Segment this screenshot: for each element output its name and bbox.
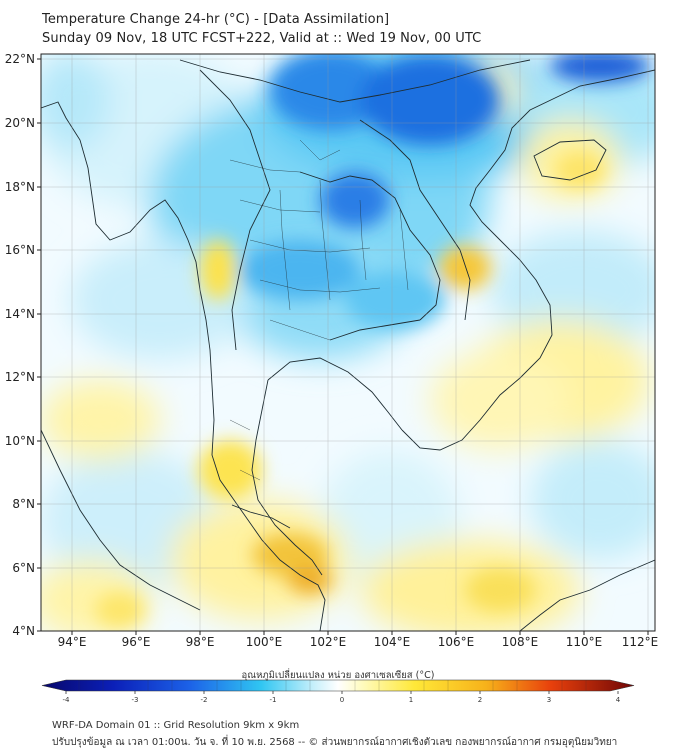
lat-label-6: 6°N: [12, 561, 35, 575]
border-malaysia: [231, 504, 291, 529]
map-frame: [40, 53, 656, 632]
footer-credit: ปรับปรุงข้อมูล ณ เวลา 01:00น. วัน จ. ที่…: [52, 737, 618, 748]
colorbar-title: อุณหภูมิเปลี่ยนแปลง หน่วย องศาเซลเซียส (…: [241, 670, 435, 681]
border-laos-vietnam: [359, 119, 471, 321]
border-china: [179, 59, 531, 103]
border-thailand-cambodia: [329, 319, 421, 341]
cb-tick-1: 1: [409, 696, 413, 704]
map-title: Temperature Change 24-hr (°C) - [Data As…: [42, 12, 390, 27]
cb-tick-neg1: -1: [270, 696, 277, 704]
cb-tick-neg4: -4: [63, 696, 71, 704]
lat-label-22: 22°N: [5, 52, 35, 66]
lon-label-102: 102°E: [310, 635, 347, 649]
lat-label-4: 4°N: [12, 624, 35, 638]
lat-label-8: 8°N: [12, 497, 35, 511]
lat-label-16: 16°N: [5, 243, 35, 257]
coast-gulf-of-thailand-west: [251, 379, 323, 576]
lon-label-110: 110°E: [566, 635, 603, 649]
lon-label-108: 108°E: [502, 635, 539, 649]
lat-label-18: 18°N: [5, 180, 35, 194]
coastlines: [41, 59, 655, 631]
lat-lon-grid: [41, 54, 655, 631]
lon-label-94: 94°E: [58, 635, 87, 649]
lat-label-20: 20°N: [5, 116, 35, 130]
cb-tick-3: 3: [547, 696, 551, 704]
lat-label-14: 14°N: [5, 307, 35, 321]
lon-label-106: 106°E: [438, 635, 475, 649]
lon-label-96: 96°E: [122, 635, 151, 649]
footer-model-info: WRF-DA Domain 01 :: Grid Resolution 9km …: [52, 720, 300, 731]
coast-sumatra: [41, 429, 201, 611]
lon-label-104: 104°E: [374, 635, 411, 649]
lat-label-10: 10°N: [5, 434, 35, 448]
temperature-field: [41, 54, 655, 631]
lon-label-100: 100°E: [246, 635, 283, 649]
tick-marks: [37, 58, 649, 635]
border-thailand-laos: [299, 171, 441, 321]
cb-tick-2: 2: [478, 696, 482, 704]
cb-tick-0: 0: [340, 696, 344, 704]
cb-tick-4: 4: [616, 696, 621, 704]
lon-label-98: 98°E: [186, 635, 215, 649]
cb-tick-neg3: -3: [132, 696, 139, 704]
coast-borneo: [519, 559, 655, 631]
island-hainan: [533, 139, 607, 181]
colorbar: -4 -3 -2 -1 0 1 2 3 4: [41, 679, 635, 704]
cb-tick-neg2: -2: [201, 696, 208, 704]
lat-label-12: 12°N: [5, 370, 35, 384]
lon-label-112: 112°E: [622, 635, 659, 649]
border-myanmar: [199, 69, 271, 351]
map-subtitle: Sunday 09 Nov, 18 UTC FCST+222, Valid at…: [42, 31, 482, 46]
coast-gulf-of-thailand-north: [267, 357, 403, 431]
